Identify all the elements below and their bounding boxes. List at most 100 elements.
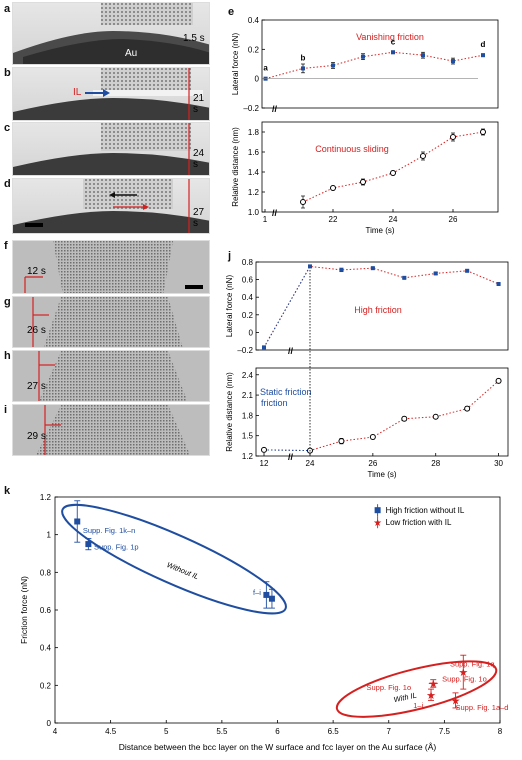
j_bottom-xtick-label: 24 [306, 459, 315, 468]
tem-image-b-drawing [13, 68, 209, 120]
e_top-point [361, 54, 365, 59]
k-ytick-label: 0.4 [40, 644, 52, 653]
j_bottom-point [369, 434, 376, 441]
tem-image-i: 29 s [12, 404, 210, 456]
j_top-axis-break: // [288, 346, 294, 356]
e_top-title: Vanishing friction [356, 32, 424, 42]
e_bottom-series-line [302, 131, 484, 203]
e_top-frame [261, 19, 499, 109]
e_top-series-line [265, 51, 484, 80]
j_top-point [308, 264, 312, 269]
j_bottom-xtick-label: 26 [368, 459, 377, 468]
panel-letter-f: f [4, 240, 8, 252]
panel-letter-j: j [228, 250, 232, 262]
k-legend-label-low: Low friction with IL [386, 518, 452, 527]
j_bottom-ytick-label: 1.8 [242, 411, 254, 420]
j_bottom-ytick-label: 1.5 [242, 432, 254, 441]
tem-g-time: 26 s [27, 325, 46, 336]
j_bottom-xlabel: Time (s) [367, 470, 396, 479]
k-ytick-label: 0.6 [40, 606, 52, 615]
tem-f-time: 12 s [27, 266, 46, 277]
j_top-point [465, 268, 470, 273]
panel-letter-e: e [228, 6, 235, 18]
tem-image-g: 26 s [12, 296, 210, 348]
tem-image-c-drawing [13, 123, 209, 175]
k-xtick-label: 4 [53, 727, 58, 736]
e_bottom-title: Continuous sliding [315, 144, 389, 154]
j_top-frame [255, 261, 509, 351]
e_bottom-point [450, 134, 456, 140]
j_bottom-point [261, 446, 267, 453]
k-xtick-label: 8 [498, 727, 503, 736]
e_bottom-point [420, 153, 426, 159]
panel-letter-h: h [4, 350, 11, 362]
j_top-ytick-label: 0.6 [242, 276, 254, 285]
j_top-title: High friction [354, 305, 402, 315]
e_top-point [481, 53, 485, 58]
j_top-ylabel: Lateral force (nN) [225, 275, 234, 338]
e_top-point-label: a [263, 64, 268, 73]
k-point-high-friction [85, 541, 92, 548]
tem-image-h-drawing [13, 351, 209, 401]
k-ytick-label: 0.8 [40, 568, 52, 577]
e_top-point [331, 63, 335, 68]
e_bottom-xtick-label: 22 [329, 215, 338, 224]
e_top-point [301, 66, 305, 71]
j_top-ytick-label: 0.4 [242, 293, 254, 302]
j_bottom-xtick-label: 12 [260, 459, 269, 468]
e_top-ytick-label: 0.2 [248, 45, 260, 54]
e_top-point-label: b [301, 53, 306, 62]
tem-image-i-drawing [13, 405, 209, 455]
j_bottom-point [464, 405, 471, 412]
j_top-point [262, 345, 266, 350]
j_bottom-ylabel: Relative distance (nm) [225, 372, 234, 452]
j_bottom-ytick-label: 1.2 [242, 452, 254, 461]
k-ylabel: Friction force (nN) [19, 576, 29, 644]
tem-a-au-label: Au [125, 48, 138, 59]
e_bottom-axis-break: // [272, 208, 278, 218]
e_top-ylabel: Lateral force (nN) [231, 33, 240, 96]
k-point-low-friction: ★ [451, 695, 461, 707]
k-legend-label-high: High friction without IL [386, 506, 465, 515]
k-ellipse-without-il [61, 503, 287, 615]
k-ann-supp-1ad: Supp. Fig. 1a–d [456, 703, 509, 712]
e_bottom-xlabel: Time (s) [365, 226, 394, 235]
panel-letter-b: b [4, 67, 11, 79]
tem-i-time: 29 s [27, 431, 46, 442]
tem-h-time: 27 s [27, 381, 46, 392]
e_bottom-ytick-label: 1.4 [248, 168, 260, 177]
e_bottom-point [360, 179, 366, 185]
k-xtick-label: 7 [387, 727, 392, 736]
e_bottom-point [330, 185, 336, 191]
tem-image-d-drawing [13, 179, 209, 233]
e_top-point [421, 53, 425, 58]
k-ann-supp-1kn: Supp. Fig. 1k–n [83, 526, 136, 535]
j-annotation-2: friction [261, 398, 288, 408]
tem-b-time: 21 s [193, 93, 205, 115]
j_top-point [433, 271, 438, 276]
k-point-high-friction [268, 595, 275, 602]
j_top-first-segment [263, 266, 311, 348]
e_top-point-label: d [481, 40, 486, 49]
tem-c-time: 24 s [193, 148, 205, 170]
k-point-high-friction [263, 591, 270, 598]
k-ann-supp-1o-2: Supp. Fig. 1o [367, 683, 412, 692]
j_top-ytick-label: 0.8 [242, 258, 254, 267]
panel-letter-d: d [4, 178, 11, 190]
panel-letter-c: c [4, 122, 11, 134]
k-xtick-label: 5 [164, 727, 169, 736]
e_bottom-xtick-label: 24 [389, 215, 398, 224]
j_bottom-axis-break: // [288, 452, 294, 462]
tem-image-b: IL 21 s [12, 67, 210, 121]
k-point-low-friction: ★ [428, 678, 438, 690]
k-xtick-label: 6.5 [328, 727, 340, 736]
k-xtick-label: 7.5 [439, 727, 451, 736]
j_bottom-annotation: Static friction [260, 387, 312, 397]
panel-letter-i: i [4, 404, 8, 416]
k-point-high-friction [74, 518, 81, 525]
j_bottom-point [338, 438, 345, 445]
e_bottom-ytick-label: 1.0 [248, 208, 260, 217]
e_bottom-point [390, 170, 396, 176]
e_top-point [391, 50, 395, 55]
